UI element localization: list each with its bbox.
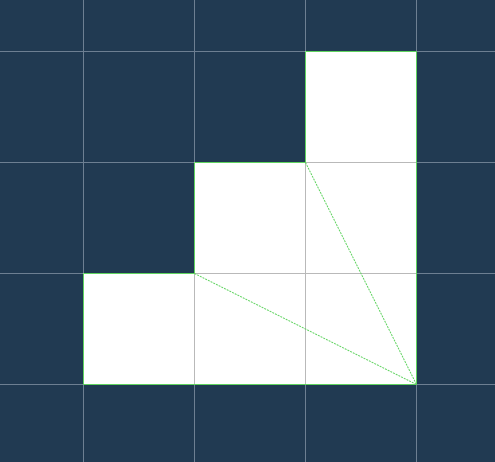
- diagonal-line: [305, 162, 417, 385]
- filled-cell: [194, 162, 305, 273]
- diagonal-lines: [194, 162, 417, 385]
- diagonal-line: [194, 273, 417, 385]
- filled-cell: [83, 273, 194, 384]
- filled-cell: [305, 162, 416, 273]
- filled-cells: [83, 51, 416, 384]
- filled-cell: [305, 273, 416, 384]
- shape-outline: [83, 51, 417, 385]
- filled-cell: [194, 273, 305, 384]
- filled-cell: [305, 51, 416, 162]
